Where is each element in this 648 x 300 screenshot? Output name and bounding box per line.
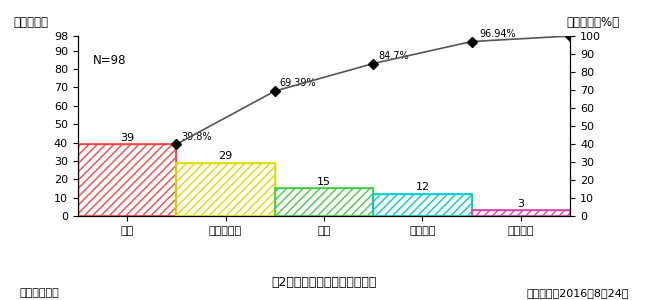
Bar xyxy=(373,194,472,216)
Bar xyxy=(373,194,472,216)
Text: 制图时间：2016年8月24日: 制图时间：2016年8月24日 xyxy=(526,289,629,298)
Text: 39: 39 xyxy=(120,133,134,143)
Text: 12: 12 xyxy=(415,182,430,193)
Text: 39.8%: 39.8% xyxy=(181,132,212,142)
Bar xyxy=(472,211,570,216)
Bar xyxy=(78,144,176,216)
Text: 96.94%: 96.94% xyxy=(480,29,516,39)
Text: 84.7%: 84.7% xyxy=(378,51,409,61)
Text: 累计频率（%）: 累计频率（%） xyxy=(566,16,619,29)
Text: N=98: N=98 xyxy=(93,54,126,67)
Text: 3: 3 xyxy=(518,199,524,209)
Text: 29: 29 xyxy=(218,151,233,161)
Bar xyxy=(275,188,373,216)
Text: 15: 15 xyxy=(317,177,331,187)
Text: 频数（个）: 频数（个） xyxy=(14,16,49,29)
Bar xyxy=(176,163,275,216)
Bar xyxy=(176,163,275,216)
Bar xyxy=(78,144,176,216)
Bar xyxy=(472,211,570,216)
Bar xyxy=(275,188,373,216)
Text: 制图人：叶田: 制图人：叶田 xyxy=(19,289,59,298)
Text: 69.39%: 69.39% xyxy=(280,78,316,88)
Text: 图2、防火涂料质量问题排列图: 图2、防火涂料质量问题排列图 xyxy=(272,275,376,289)
